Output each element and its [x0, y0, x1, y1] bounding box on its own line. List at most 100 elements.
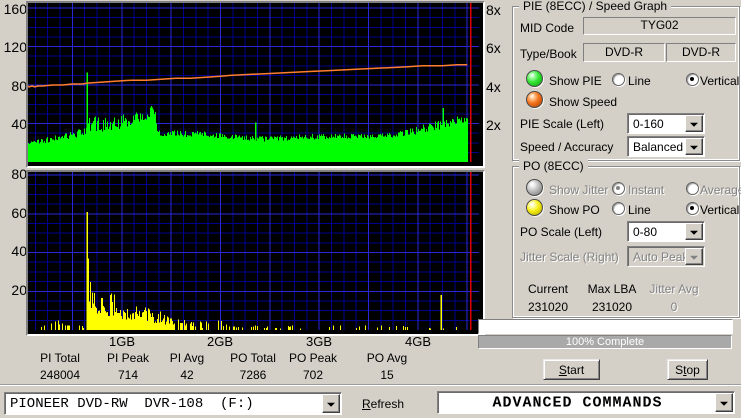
- max-lba-readout: Max LBA 231020: [575, 282, 649, 314]
- speed-ytick-2x: 2x: [486, 117, 501, 133]
- pie-vertical-label: Vertical: [700, 74, 740, 88]
- stop-button[interactable]: Stop: [667, 359, 708, 380]
- stat-value: 714: [117, 368, 139, 382]
- show-pie-label: Show PIE: [549, 74, 602, 88]
- jitter-instant-label: Instant: [628, 183, 665, 197]
- refresh-button[interactable]: Refresh: [362, 397, 405, 411]
- radio-dot-icon: [690, 77, 694, 81]
- jitter-scale-select: Auto Peak: [627, 246, 705, 267]
- stat-pi-peak: PI Peak 714: [82, 351, 174, 382]
- pie-scale-label: PIE Scale (Left): [520, 117, 605, 131]
- type-field-1: DVD-R: [583, 43, 665, 62]
- stat-value: 248004: [39, 368, 81, 382]
- po-ytick-20: 20: [11, 282, 27, 298]
- pie-ytick-40: 40: [11, 116, 27, 132]
- jitter-avg-readout: Jitter Avg 0: [637, 282, 711, 314]
- xtick-4gb: 4GB: [404, 334, 431, 349]
- stat-po-total: PO Total 7286: [207, 351, 299, 382]
- po-group: PO (8ECC): [512, 159, 740, 318]
- jitter-average-radio[interactable]: [686, 182, 699, 195]
- bottom-separator: [0, 384, 741, 386]
- dropdown-button[interactable]: [685, 115, 703, 132]
- po-line-radio[interactable]: [612, 202, 625, 215]
- show-speed-label: Show Speed: [549, 95, 618, 109]
- pie-ytick-120: 120: [3, 39, 27, 55]
- mid-code-field: TYG02: [583, 17, 736, 35]
- max-lba-label: Max LBA: [587, 282, 637, 296]
- chevron-down-icon: [690, 230, 698, 235]
- dropdown-button[interactable]: [685, 138, 703, 155]
- current-label: Current: [527, 282, 568, 296]
- drive-select-value: PIONEER DVD-RW DVR-108 (F:): [10, 395, 254, 412]
- stat-label: PO Peak: [288, 351, 338, 365]
- stat-pi-avg: PI Avg 42: [141, 351, 233, 382]
- pie-group-title: PIE (8ECC) / Speed Graph: [519, 0, 672, 13]
- show-jitter-led-button[interactable]: [526, 179, 543, 196]
- po-vertical-radio[interactable]: [686, 202, 699, 215]
- pie-line-radio[interactable]: [612, 73, 625, 86]
- jitter-average-label: Average: [700, 183, 741, 197]
- jitter-avg-value: 0: [670, 300, 678, 314]
- show-pie-led-button[interactable]: [526, 70, 543, 87]
- pie-speed-graph: [26, 1, 485, 168]
- show-speed-led-button[interactable]: [526, 91, 543, 108]
- radio-dot-icon: [616, 186, 620, 190]
- type-field-2: DVD-R: [666, 43, 736, 62]
- stat-label: PI Total: [40, 351, 80, 365]
- advanced-commands-value: ADVANCED COMMANDS: [492, 394, 663, 411]
- current-value: 231020: [527, 300, 569, 314]
- speed-accuracy-select[interactable]: Balanced: [627, 136, 705, 157]
- po-ytick-60: 60: [11, 205, 27, 221]
- dropdown-button[interactable]: [685, 223, 703, 240]
- stat-label: PI Peak: [106, 351, 150, 365]
- drive-select[interactable]: PIONEER DVD-RW DVR-108 (F:): [4, 392, 342, 415]
- speed-ytick-6x: 6x: [486, 40, 501, 56]
- pie-ytick-160: 160: [3, 1, 27, 17]
- xtick-1gb: 1GB: [108, 334, 135, 349]
- chevron-down-icon: [690, 255, 698, 260]
- status-field: [478, 319, 733, 334]
- chevron-down-icon: [690, 145, 698, 150]
- start-button[interactable]: Start: [543, 359, 600, 380]
- advanced-commands-select[interactable]: ADVANCED COMMANDS: [437, 391, 735, 414]
- xtick-3gb: 3GB: [305, 334, 332, 349]
- stat-po-avg: PO Avg 15: [341, 351, 433, 382]
- current-readout: Current 231020: [511, 282, 585, 314]
- stat-po-peak: PO Peak 702: [267, 351, 359, 382]
- speed-ytick-4x: 4x: [486, 79, 501, 95]
- po-graph: [26, 170, 485, 336]
- show-po-led-button[interactable]: [526, 199, 543, 216]
- po-scale-select[interactable]: 0-80: [627, 221, 705, 242]
- stat-label: PO Total: [230, 351, 276, 365]
- stat-value: 702: [302, 368, 324, 382]
- stat-label: PO Avg: [366, 351, 408, 365]
- jitter-scale-label: Jitter Scale (Right): [520, 250, 619, 264]
- type-book-label: Type/Book: [520, 47, 577, 61]
- pie-ytick-80: 80: [11, 78, 27, 94]
- jitter-avg-label: Jitter Avg: [649, 282, 699, 296]
- po-ytick-80: 80: [11, 166, 27, 182]
- pie-graph-canvas: [28, 3, 479, 162]
- stat-pi-total: PI Total 248004: [14, 351, 106, 382]
- pie-scale-select[interactable]: 0-160: [627, 113, 705, 134]
- speed-ytick-8x: 8x: [486, 2, 501, 18]
- chevron-down-icon: [720, 401, 728, 406]
- po-scale-value: 0-80: [633, 224, 658, 239]
- pie-vertical-radio[interactable]: [686, 73, 699, 86]
- pie-scale-value: 0-160: [633, 116, 664, 131]
- po-ytick-40: 40: [11, 243, 27, 259]
- show-po-label: Show PO: [549, 203, 600, 217]
- max-lba-value: 231020: [591, 300, 633, 314]
- dropdown-button[interactable]: [322, 394, 340, 413]
- po-scale-label: PO Scale (Left): [520, 225, 603, 239]
- mid-code-label: MID Code: [520, 21, 575, 35]
- speed-accuracy-value: Balanced: [633, 139, 684, 154]
- chevron-down-icon: [327, 402, 335, 407]
- stat-value: 42: [180, 368, 194, 382]
- jitter-instant-radio[interactable]: [612, 182, 625, 195]
- radio-dot-icon: [690, 206, 694, 210]
- dropdown-button[interactable]: [715, 393, 733, 412]
- stat-label: PI Avg: [169, 351, 205, 365]
- po-group-title: PO (8ECC): [519, 159, 588, 173]
- scan-progress-bar: 100% Complete: [478, 335, 732, 349]
